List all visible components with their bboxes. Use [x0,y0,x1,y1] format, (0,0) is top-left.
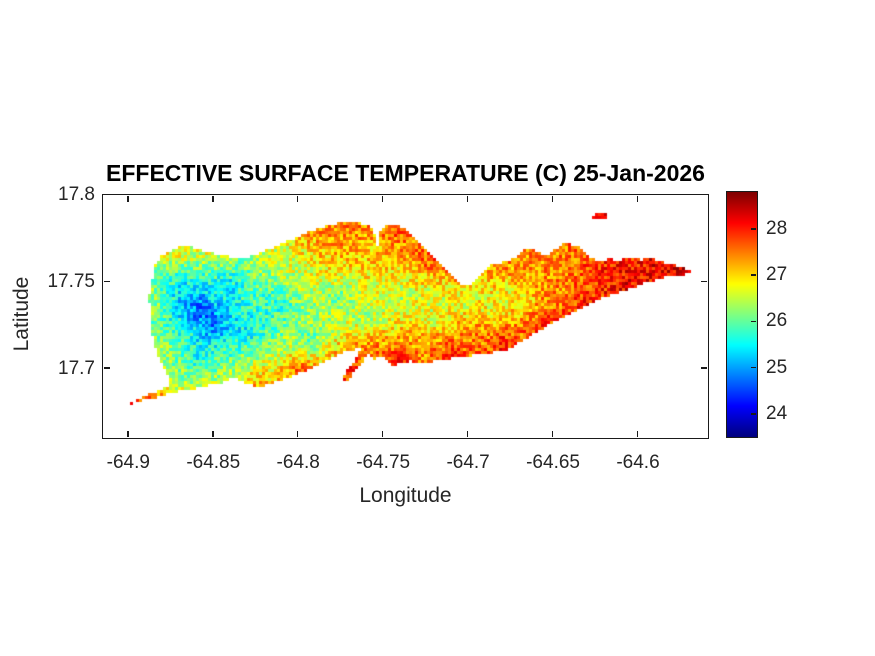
x-tick-mark [381,430,384,437]
chart-title: EFFECTIVE SURFACE TEMPERATURE (C) 25-Jan… [106,160,705,186]
x-tick-label: -64.8 [276,452,320,473]
temperature-heatmap [102,194,708,438]
x-tick-mark [127,430,129,437]
x-tick-mark [551,430,554,437]
colorbar-tick-label: 25 [766,356,788,378]
plot-area [101,193,709,439]
y-tick-label: 17.75 [47,270,95,292]
x-tick-label: -64.9 [106,452,150,473]
y-tick-mark [103,280,110,283]
x-tick-mark-top [381,195,384,202]
colorbar-tick-label: 24 [766,402,788,424]
x-tick-label: -64.65 [526,452,580,473]
colorbar-tick-mark [751,320,756,323]
x-tick-mark [466,430,469,437]
colorbar-tick-label: 26 [766,310,788,332]
x-tick-mark-top [636,195,639,202]
x-tick-mark-top [466,195,469,202]
x-tick-label: -64.6 [616,452,660,473]
y-tick-mark-right [700,193,707,196]
x-tick-mark-top [551,195,554,202]
colorbar-tick-mark [751,413,756,415]
y-tick-mark-right [700,280,707,283]
x-tick-mark-top [296,195,299,202]
x-tick-mark [296,430,299,437]
x-tick-label: -64.85 [186,452,241,473]
colorbar-tick-mark [751,228,756,230]
x-tick-label: -64.7 [446,452,490,473]
colorbar-gradient [726,191,757,437]
colorbar-tick-label: 27 [766,264,788,286]
colorbar-tick-mark [751,274,756,276]
colorbar-tick-label: 28 [766,217,788,239]
y-tick-label: 17.8 [58,184,95,205]
x-tick-mark [636,430,639,437]
x-tick-mark-top [212,195,214,202]
y-tick-label: 17.7 [58,357,95,379]
x-tick-mark [212,430,214,437]
y-tick-mark [103,367,110,369]
y-tick-mark [103,193,110,196]
x-tick-mark-top [127,195,129,202]
colorbar [725,190,758,438]
colorbar-tick-mark [751,366,756,369]
x-tick-label: -64.75 [356,452,411,473]
x-axis-label: Longitude [359,484,452,507]
y-tick-mark-right [700,367,707,369]
